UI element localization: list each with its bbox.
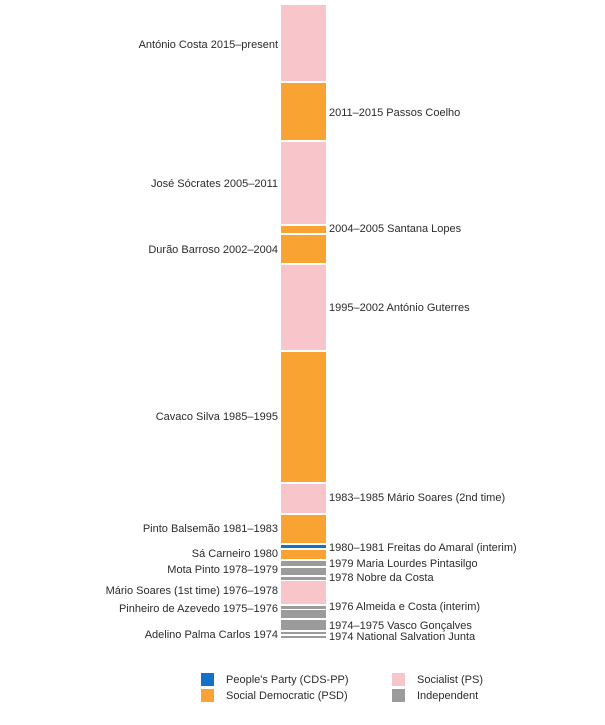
timeline-segment (281, 545, 326, 548)
segment-label: 1980–1981 Freitas do Amaral (interim) (329, 542, 517, 554)
timeline-segment (281, 576, 326, 580)
legend-label-peoples-party: People's Party (CDS-PP) (226, 673, 349, 686)
timeline-segment (281, 142, 326, 224)
segment-label: Durão Barroso 2002–2004 (148, 244, 278, 256)
segment-label: 1979 Maria Lourdes Pintasilgo (329, 558, 478, 570)
timeline-segment (281, 568, 326, 575)
legend-item-social-democratic: Social Democratic (PSD) (201, 689, 348, 702)
timeline-segment (281, 5, 326, 81)
segment-label: Adelino Palma Carlos 1974 (144, 628, 278, 641)
segment-label: Pinto Balsemão 1981–1983 (142, 523, 278, 535)
segment-label: 1974–1975 Vasco Gonçalves (329, 620, 472, 632)
timeline-segment (281, 515, 326, 543)
timeline-segment (281, 619, 326, 630)
timeline-segment (281, 265, 326, 350)
segment-label: Mota Pinto 1978–1979 (167, 564, 278, 576)
timeline-segment (281, 561, 326, 566)
timeline-segment (281, 352, 326, 482)
legend-label-independent: Independent (417, 689, 479, 702)
segment-label: 1995–2002 António Guterres (329, 302, 470, 314)
timeline-segment (281, 581, 326, 604)
timeline-segment (281, 631, 326, 634)
segment-label: 1974 National Salvation Junta (329, 631, 476, 643)
timeline-segment (281, 226, 326, 233)
legend-swatch-social-democratic (201, 689, 214, 702)
segment-label: 1983–1985 Mário Soares (2nd time) (329, 492, 506, 504)
legend-label-social-democratic: Social Democratic (PSD) (226, 689, 348, 702)
segment-label: 2004–2005 Santana Lopes (329, 223, 462, 235)
timeline-segment (281, 635, 326, 638)
legend-item-peoples-party: People's Party (CDS-PP) (201, 673, 349, 686)
legend-swatch-independent (392, 689, 405, 702)
segment-label: 1976 Almeida e Costa (interim) (329, 601, 481, 613)
segment-label: Cavaco Silva 1985–1995 (155, 411, 278, 423)
segment-label: António Costa 2015–present (138, 39, 278, 51)
timeline-segment (281, 549, 326, 559)
segment-label: Sá Carneiro 1980 (191, 548, 278, 560)
timeline-segment (281, 606, 326, 609)
timeline-segment (281, 83, 326, 140)
segment-label: Pinheiro de Azevedo 1975–1976 (118, 603, 278, 615)
legend-item-independent: Independent (392, 689, 478, 702)
timeline-segment (281, 235, 326, 263)
legend-label-socialist: Socialist (PS) (417, 673, 484, 686)
timeline-segment (281, 609, 326, 618)
segment-label: 1978 Nobre da Costa (329, 572, 434, 584)
legend-swatch-peoples-party (201, 673, 214, 686)
legend-swatch-socialist (392, 673, 405, 686)
segment-label: 2011–2015 Passos Coelho (329, 107, 461, 119)
timeline-segment (281, 484, 326, 513)
legend-item-socialist: Socialist (PS) (392, 673, 483, 686)
segment-label: Mário Soares (1st time) 1976–1978 (105, 585, 278, 597)
segment-label: José Sócrates 2005–2011 (151, 178, 278, 190)
